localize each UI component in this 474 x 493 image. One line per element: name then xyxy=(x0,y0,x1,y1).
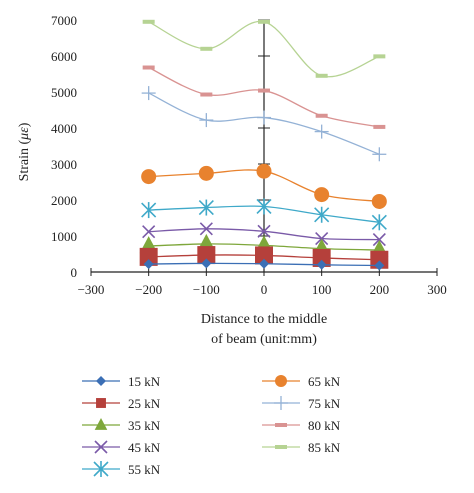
x-tick-label-3: 0 xyxy=(261,282,268,297)
legend-item-7: 80 kN xyxy=(262,418,341,433)
series-6-point-0 xyxy=(141,86,156,101)
legend-item-3: 45 kN xyxy=(82,440,161,455)
legend-label-8: 85 kN xyxy=(308,440,341,455)
series-6-point-3 xyxy=(314,124,329,139)
series-4-point-2 xyxy=(256,198,272,215)
series-0-point-0 xyxy=(143,259,154,270)
series-7-point-1 xyxy=(200,92,213,97)
series-4-point-1 xyxy=(198,199,214,216)
legend-item-0: 15 kN xyxy=(82,374,161,389)
legend-swatch-marker-8 xyxy=(275,445,287,449)
legend-swatch-marker-6 xyxy=(274,396,288,410)
legend-swatch-marker-3 xyxy=(94,440,108,454)
series-3-point-4 xyxy=(372,233,386,247)
y-tick-label-3: 3000 xyxy=(51,157,77,172)
legend-label-4: 55 kN xyxy=(128,462,161,477)
series-0-point-1 xyxy=(201,258,212,269)
y-tick-label-1: 1000 xyxy=(51,229,77,244)
series-1-point-1 xyxy=(197,246,216,265)
legend-swatch-marker-7 xyxy=(275,423,287,427)
x-tick-label-5: 200 xyxy=(370,282,390,297)
series-7-point-4 xyxy=(373,124,386,129)
legend: 15 kN 25 kN 35 kN 45 kN 55 kN 65 kN 75 kN 80 kN… xyxy=(82,374,341,477)
x-axis-title-line1: Distance to the middle xyxy=(201,312,327,327)
legend-item-4: 55 kN xyxy=(82,461,161,477)
y-tick-label-4: 4000 xyxy=(51,121,77,136)
series-1-point-4 xyxy=(370,250,389,269)
legend-swatch-marker-1 xyxy=(96,398,106,408)
series-1-point-3 xyxy=(312,248,331,267)
y-tick-label-0: 0 xyxy=(71,265,78,280)
legend-label-0: 15 kN xyxy=(128,374,161,389)
y-tick-label-2: 2000 xyxy=(51,193,77,208)
series-3-point-1 xyxy=(199,222,213,236)
series-6-point-4 xyxy=(372,147,387,162)
legend-item-6: 75 kN xyxy=(262,396,341,411)
series-7-point-3 xyxy=(315,113,328,118)
y-tick-label-7: 7000 xyxy=(51,13,77,28)
legend-label-6: 75 kN xyxy=(308,396,341,411)
series-3-point-0 xyxy=(142,225,156,239)
series-7-point-2 xyxy=(258,88,270,93)
series-0-point-3 xyxy=(316,259,327,270)
series-6-point-1 xyxy=(199,113,214,128)
series-4-point-3 xyxy=(314,206,330,223)
legend-item-1: 25 kN xyxy=(82,396,161,411)
series-0-point-4 xyxy=(374,260,385,271)
x-tick-label-6: 300 xyxy=(427,282,447,297)
series-6-point-2 xyxy=(257,110,271,125)
legend-item-5: 65 kN xyxy=(262,374,341,389)
x-tick-label-4: 100 xyxy=(312,282,332,297)
series-5-point-4 xyxy=(371,193,387,209)
x-tick-label-1: −200 xyxy=(135,282,162,297)
series-8-point-0 xyxy=(142,19,155,24)
legend-label-1: 25 kN xyxy=(128,396,161,411)
legend-item-2: 35 kN xyxy=(82,418,161,433)
legend-swatch-marker-2 xyxy=(94,418,108,430)
series-1-point-0 xyxy=(139,247,158,266)
series-4-point-4 xyxy=(371,214,387,231)
series-5-point-0 xyxy=(141,169,157,185)
series-8-point-3 xyxy=(315,73,328,78)
x-tick-label-2: −100 xyxy=(193,282,220,297)
series-0-point-2 xyxy=(259,258,269,269)
series-4-point-0 xyxy=(141,202,157,219)
legend-swatch-marker-4 xyxy=(93,461,109,477)
x-tick-label-0: −300 xyxy=(78,282,105,297)
y-tick-label-5: 5000 xyxy=(51,85,77,100)
plot-area: −300 −200 −100 0 100 200 300010002000300040005… xyxy=(51,13,447,297)
series-8-point-4 xyxy=(373,54,386,59)
y-axis-title: Strain (με) xyxy=(17,122,32,181)
legend-label-2: 35 kN xyxy=(128,418,161,433)
series-3-point-2 xyxy=(257,224,271,238)
legend-label-5: 65 kN xyxy=(308,374,341,389)
y-tick-label-6: 6000 xyxy=(51,49,77,64)
legend-label-7: 80 kN xyxy=(308,418,341,433)
legend-item-8: 85 kN xyxy=(262,440,341,455)
legend-swatch-marker-0 xyxy=(96,376,106,386)
series-5-point-1 xyxy=(198,165,214,181)
series-8-point-2 xyxy=(258,19,270,24)
legend-swatch-marker-5 xyxy=(275,375,287,387)
series-7-point-0 xyxy=(142,65,155,70)
series-1-point-2 xyxy=(255,246,273,265)
series-5-point-3 xyxy=(314,187,330,203)
series-3-point-3 xyxy=(315,231,329,246)
series-5-point-2 xyxy=(256,163,272,179)
x-axis-title-line2: of beam (unit:mm) xyxy=(211,332,317,347)
series-8-point-1 xyxy=(200,46,213,51)
legend-label-3: 45 kN xyxy=(128,440,161,455)
